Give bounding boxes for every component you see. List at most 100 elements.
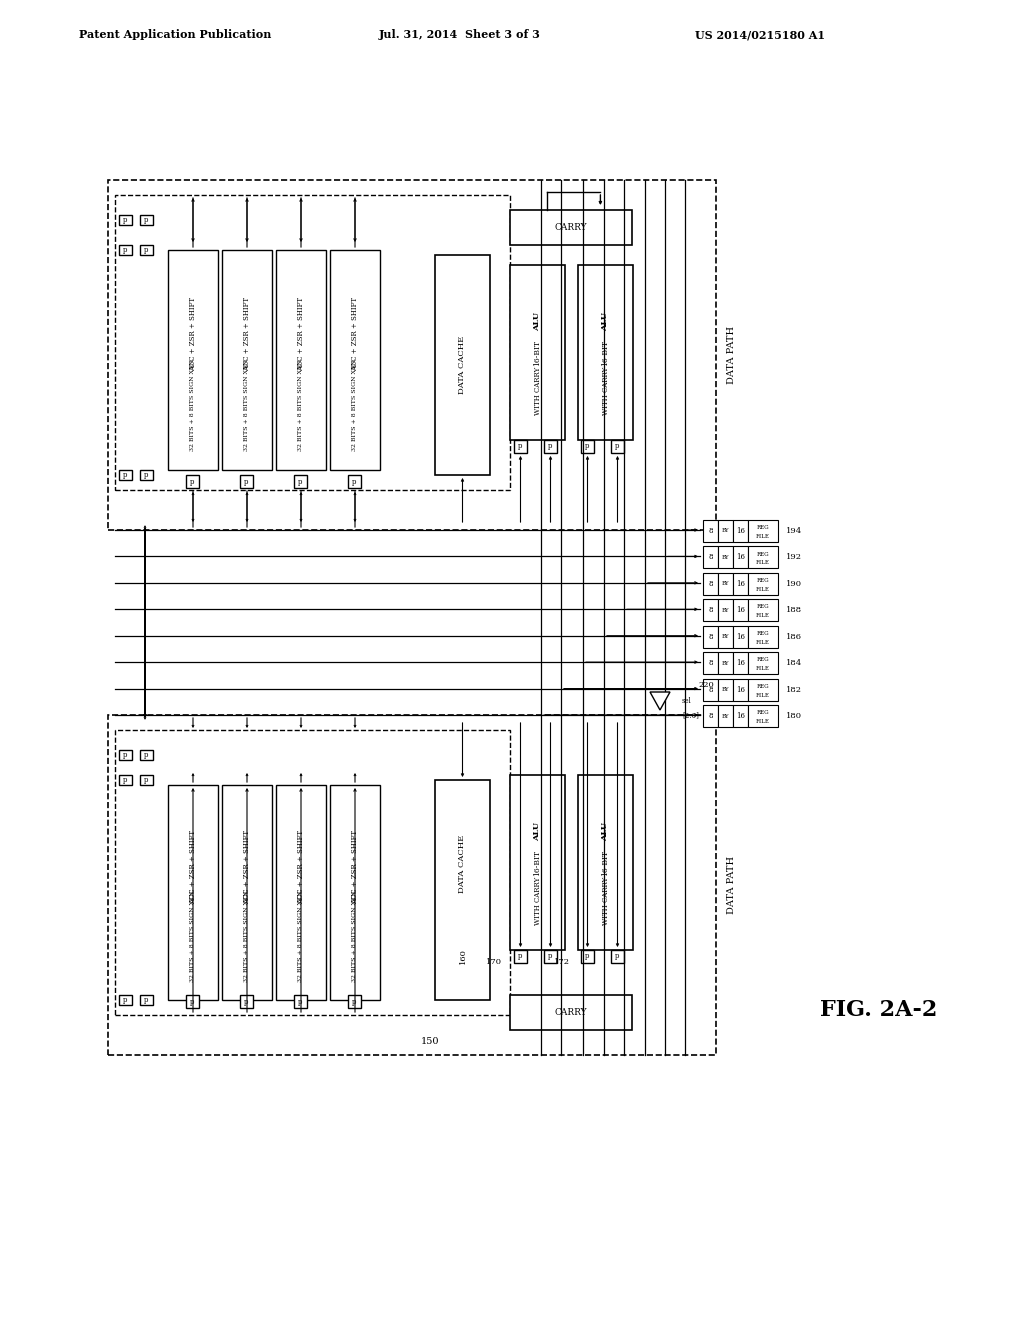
Text: 8: 8 — [709, 659, 713, 667]
Text: WITH CARRY: WITH CARRY — [534, 876, 542, 925]
Bar — [119, 995, 132, 1005]
Text: 16: 16 — [736, 685, 745, 693]
Text: 8: 8 — [709, 606, 713, 614]
Bar — [348, 995, 361, 1008]
Text: 192: 192 — [786, 553, 802, 561]
Text: ACC + ZSR + SHIFT: ACC + ZSR + SHIFT — [243, 830, 251, 904]
Bar — [733, 546, 748, 569]
Text: 184: 184 — [786, 659, 802, 667]
Text: DATA PATH: DATA PATH — [727, 326, 736, 384]
Bar — [544, 950, 557, 964]
Text: p: p — [123, 997, 128, 1005]
Bar — [718, 520, 733, 543]
Text: BY: BY — [722, 528, 729, 533]
Bar — [703, 678, 718, 701]
Bar — [140, 470, 153, 480]
Text: ALU: ALU — [534, 312, 542, 330]
Text: REG: REG — [757, 525, 769, 531]
Bar — [733, 705, 748, 727]
Text: 16: 16 — [736, 632, 745, 640]
Bar — [733, 626, 748, 648]
Bar — [544, 440, 557, 453]
Bar — [140, 215, 153, 224]
Text: REG: REG — [757, 710, 769, 715]
Bar — [578, 775, 633, 950]
Text: REG: REG — [757, 657, 769, 663]
Bar — [276, 249, 326, 470]
Text: 16: 16 — [736, 606, 745, 614]
Bar — [718, 546, 733, 569]
Bar — [510, 265, 565, 440]
Text: BY: BY — [722, 581, 729, 586]
Bar — [581, 440, 594, 453]
Text: WITH CARRY: WITH CARRY — [534, 367, 542, 414]
Text: 32 BITS + 8 BITS SIGN XTN.: 32 BITS + 8 BITS SIGN XTN. — [245, 888, 250, 982]
Text: p: p — [548, 953, 553, 961]
Text: p: p — [298, 998, 303, 1006]
Text: CARRY: CARRY — [555, 223, 588, 232]
Text: 186: 186 — [786, 632, 802, 640]
Bar — [186, 995, 199, 1008]
Bar — [119, 775, 132, 785]
Text: 8: 8 — [709, 553, 713, 561]
Bar — [510, 210, 632, 246]
Bar — [718, 573, 733, 595]
Bar — [168, 249, 218, 470]
Text: BY: BY — [722, 607, 729, 612]
Text: BY: BY — [722, 688, 729, 692]
Bar — [115, 730, 510, 1015]
Text: Jul. 31, 2014  Sheet 3 of 3: Jul. 31, 2014 Sheet 3 of 3 — [379, 29, 541, 41]
Bar — [240, 995, 253, 1008]
Text: WITH CARRY: WITH CARRY — [601, 367, 609, 414]
Text: 8: 8 — [709, 685, 713, 693]
Text: p: p — [123, 751, 128, 759]
Text: 8: 8 — [709, 527, 713, 535]
Text: 16: 16 — [736, 553, 745, 561]
Text: 150: 150 — [421, 1038, 439, 1047]
Text: 32 BITS + 8 BITS SIGN XTN.: 32 BITS + 8 BITS SIGN XTN. — [299, 358, 303, 450]
Text: p: p — [123, 246, 128, 253]
Bar — [748, 520, 778, 543]
Text: sel: sel — [682, 697, 692, 705]
Text: DATA CACHE: DATA CACHE — [459, 834, 467, 892]
Text: 16-BIT: 16-BIT — [601, 850, 609, 875]
Text: FILE: FILE — [756, 587, 770, 591]
Text: ACC + ZSR + SHIFT: ACC + ZSR + SHIFT — [189, 297, 197, 371]
Bar — [748, 652, 778, 675]
Text: p: p — [548, 442, 553, 450]
Text: 32 BITS + 8 BITS SIGN XTN.: 32 BITS + 8 BITS SIGN XTN. — [352, 358, 357, 450]
Text: ACC + ZSR + SHIFT: ACC + ZSR + SHIFT — [243, 297, 251, 371]
Text: REG: REG — [757, 605, 769, 610]
Text: p: p — [144, 216, 148, 224]
Bar — [119, 246, 132, 255]
Bar — [578, 265, 633, 440]
Polygon shape — [650, 692, 670, 710]
Bar — [510, 775, 565, 950]
Bar — [733, 678, 748, 701]
Bar — [514, 440, 527, 453]
Bar — [733, 599, 748, 622]
Bar — [748, 678, 778, 701]
Text: ACC + ZSR + SHIFT: ACC + ZSR + SHIFT — [189, 830, 197, 904]
Bar — [581, 950, 594, 964]
Text: p: p — [144, 776, 148, 784]
Text: 16: 16 — [736, 659, 745, 667]
Text: FILE: FILE — [756, 640, 770, 644]
Bar — [510, 995, 632, 1030]
Text: p: p — [615, 953, 620, 961]
Bar — [294, 475, 307, 488]
Bar — [718, 599, 733, 622]
Text: 190: 190 — [786, 579, 802, 587]
Text: Patent Application Publication: Patent Application Publication — [79, 29, 271, 41]
Bar — [294, 995, 307, 1008]
Bar — [703, 705, 718, 727]
Bar — [703, 573, 718, 595]
Text: p: p — [144, 751, 148, 759]
Text: US 2014/0215180 A1: US 2014/0215180 A1 — [695, 29, 825, 41]
Bar — [119, 750, 132, 760]
Bar — [222, 785, 272, 1001]
Text: 16-BIT: 16-BIT — [601, 339, 609, 366]
Text: p: p — [123, 216, 128, 224]
Bar — [348, 475, 361, 488]
Bar — [733, 652, 748, 675]
